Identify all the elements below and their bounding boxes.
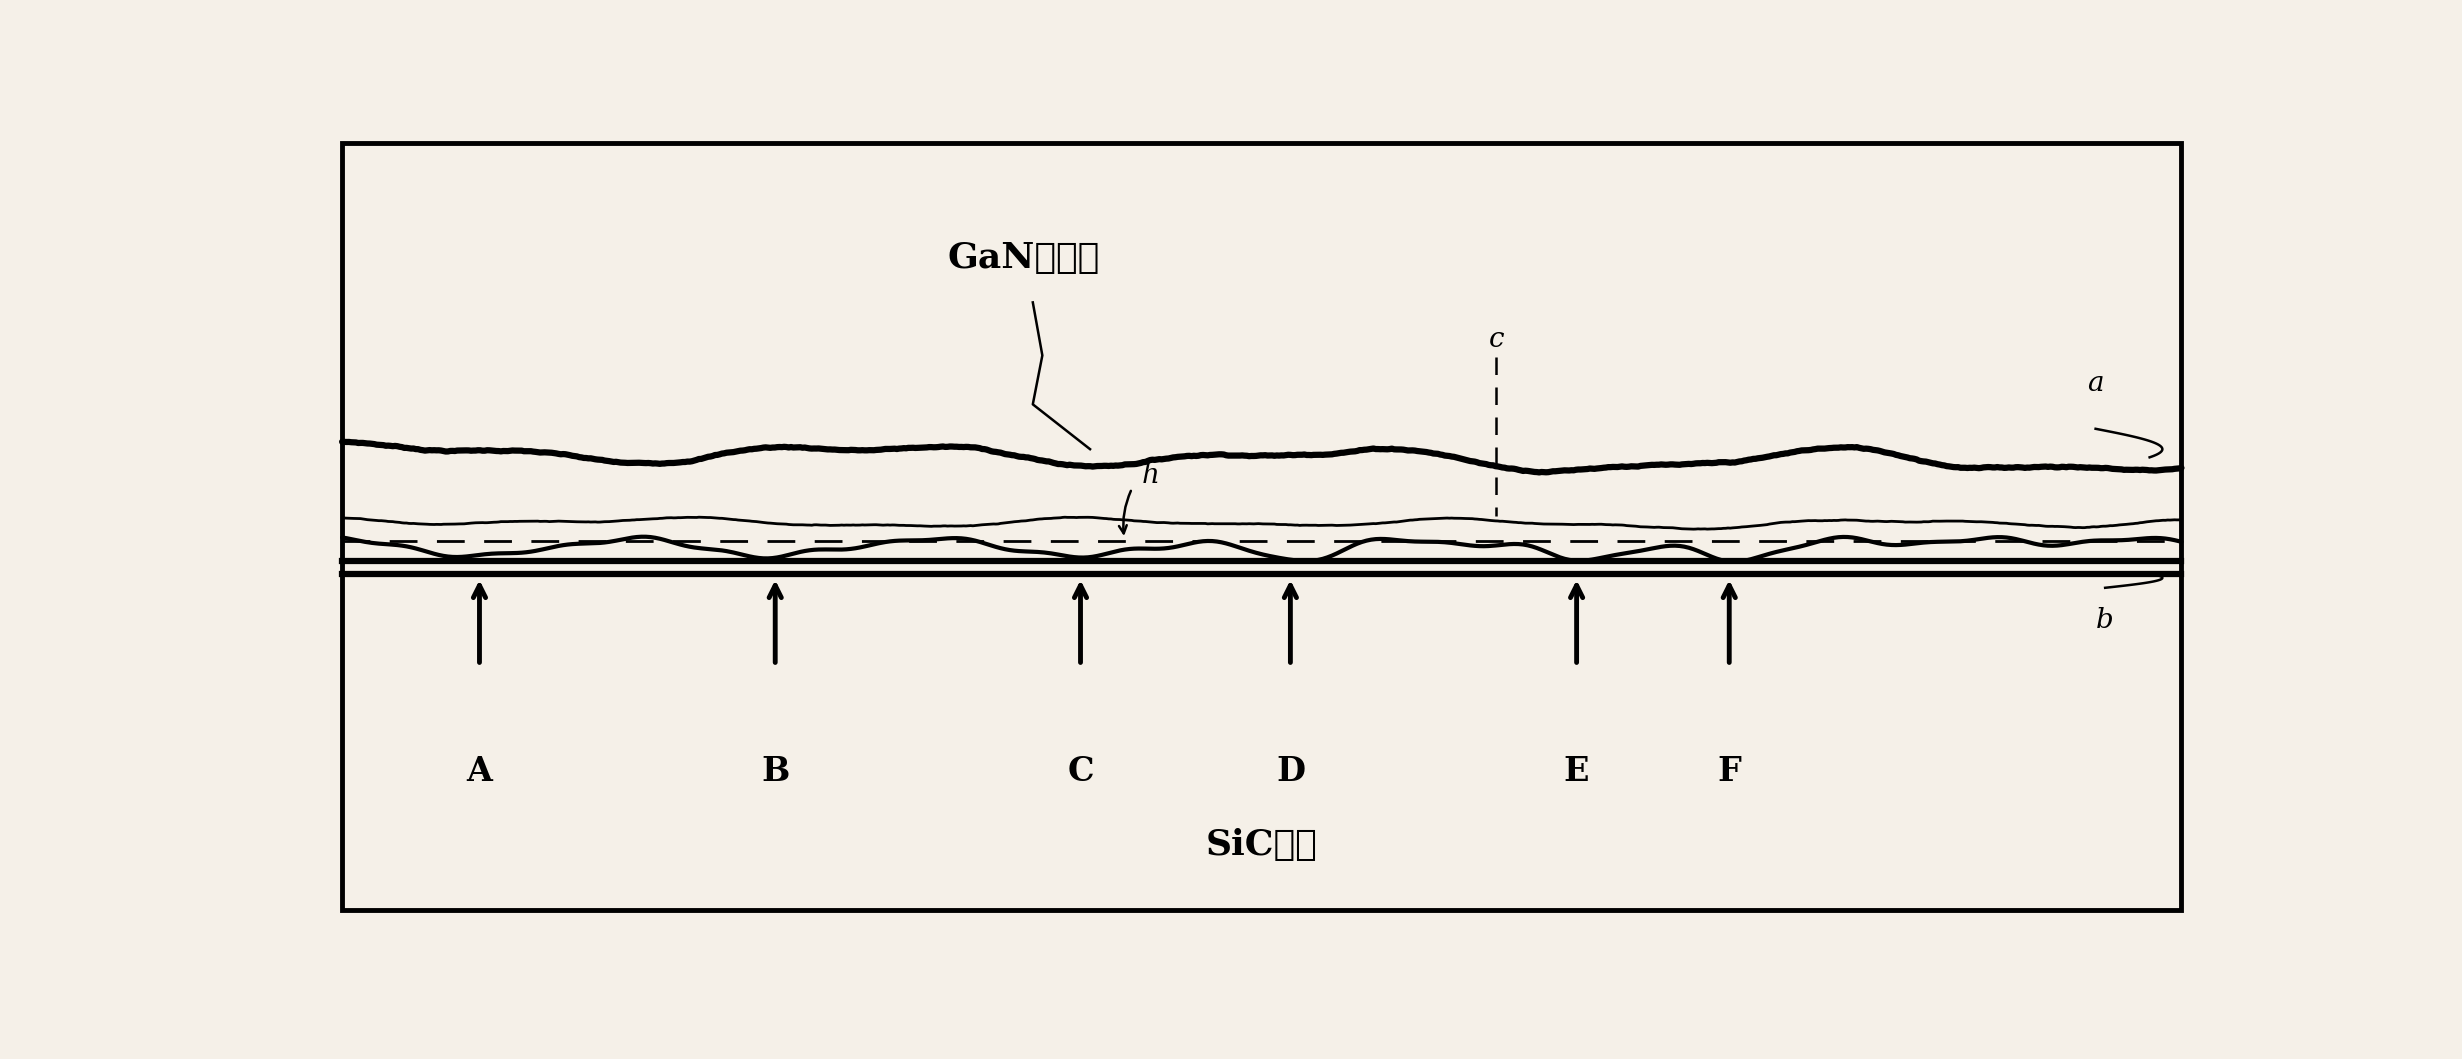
- Text: F: F: [1718, 755, 1741, 788]
- Text: h: h: [1142, 462, 1160, 489]
- Text: D: D: [1275, 755, 1305, 788]
- Text: A: A: [465, 755, 492, 788]
- Text: E: E: [1563, 755, 1590, 788]
- Text: SiC責底: SiC責底: [1206, 828, 1317, 862]
- Text: c: c: [1490, 325, 1504, 353]
- Text: B: B: [761, 755, 790, 788]
- Text: b: b: [2095, 607, 2115, 634]
- Text: GaN单晶层: GaN单晶层: [948, 240, 1101, 274]
- Text: C: C: [1066, 755, 1093, 788]
- Text: a: a: [2088, 371, 2105, 397]
